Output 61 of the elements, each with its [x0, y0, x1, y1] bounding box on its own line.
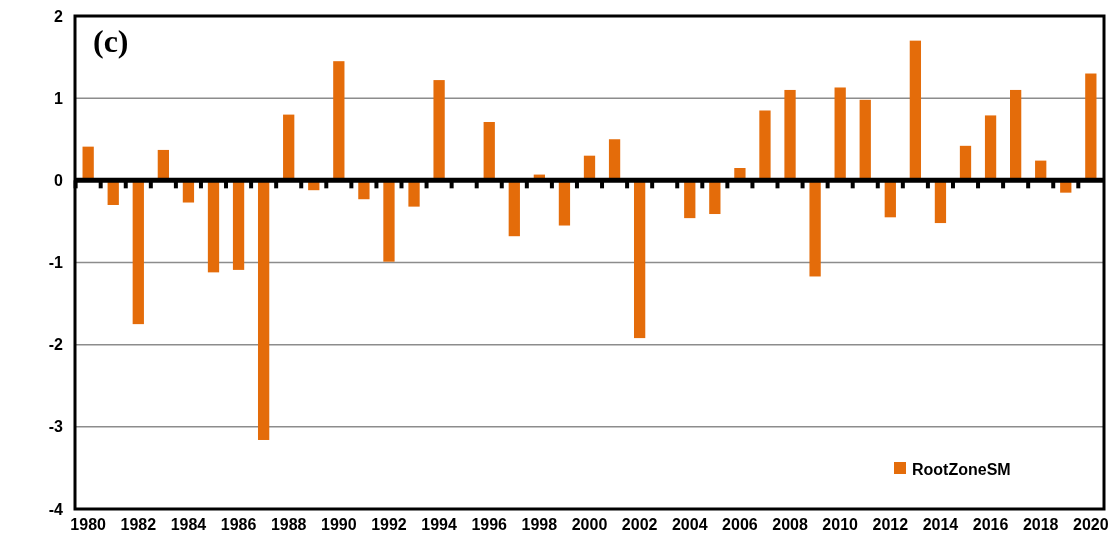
bar	[909, 40, 922, 181]
annotation: (c)	[93, 23, 129, 59]
bar	[1010, 89, 1022, 181]
x-tick-label: 2018	[1022, 516, 1059, 533]
bar	[884, 180, 896, 218]
bar	[784, 89, 796, 181]
bar	[82, 146, 94, 181]
bar	[809, 180, 821, 277]
bar	[558, 180, 571, 226]
bar	[984, 115, 997, 181]
legend-label: RootZoneSM	[912, 460, 1011, 478]
y-tick-label: -3	[48, 418, 64, 436]
y-tick-label: -4	[48, 500, 64, 518]
x-tick-label: 1994	[421, 516, 457, 533]
x-tick-label: 2010	[822, 516, 859, 533]
x-tick-label: 2002	[621, 516, 658, 533]
bar	[383, 180, 395, 262]
bar	[1085, 73, 1097, 181]
x-tick-label: 1980	[70, 516, 107, 533]
x-tick-label: 1984	[170, 516, 207, 533]
bar	[283, 114, 295, 181]
bar	[433, 80, 445, 181]
bar	[759, 110, 771, 181]
y-tick-label: 1	[54, 89, 64, 107]
x-tick-label: 1986	[220, 516, 257, 533]
x-tick-label: 2020	[1073, 516, 1109, 533]
bar	[157, 149, 169, 181]
bar	[358, 180, 370, 200]
bar	[633, 180, 646, 339]
y-tick-label: 2	[54, 7, 64, 25]
bar	[959, 145, 972, 181]
bar	[333, 61, 345, 181]
bar	[132, 180, 144, 325]
x-tick-label: 1988	[270, 516, 307, 533]
x-tick-label: 2016	[972, 516, 1009, 533]
bar	[408, 180, 420, 207]
x-tick-label: 2004	[671, 516, 708, 533]
x-tick-label: 1998	[521, 516, 558, 533]
x-tick-label: 2008	[772, 516, 808, 533]
y-tick-label: 0	[54, 171, 64, 189]
bar	[483, 122, 495, 181]
y-tick-label: -2	[48, 336, 64, 354]
x-tick-label: 1982	[120, 516, 157, 533]
bar	[257, 180, 270, 440]
x-tick-label: 1996	[471, 516, 508, 533]
x-tick-label: 2014	[922, 516, 959, 533]
bar	[207, 180, 220, 273]
bar	[709, 180, 721, 215]
y-tick-label: -1	[48, 254, 64, 272]
x-tick-label: 2000	[571, 516, 608, 533]
bar	[608, 139, 621, 181]
bar	[934, 180, 947, 224]
x-tick-label: 2006	[722, 516, 758, 533]
bar	[859, 99, 871, 181]
bar	[508, 180, 520, 237]
x-tick-label: 1992	[371, 516, 407, 533]
bar	[684, 180, 696, 219]
bar	[232, 180, 245, 270]
x-tick-label: 1990	[321, 516, 357, 533]
bar	[834, 87, 846, 181]
x-tick-label: 2012	[872, 516, 909, 533]
